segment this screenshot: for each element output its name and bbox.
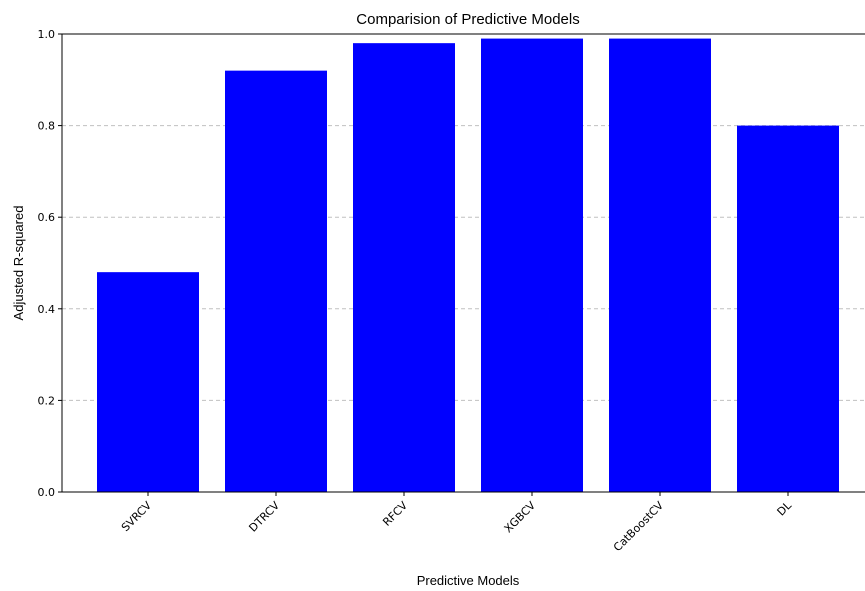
x-tick-label-svrcv: SVRCV [119, 499, 155, 535]
bar-rfcv [353, 43, 455, 492]
bars [97, 38, 839, 493]
y-tick-label-0: 0.0 [38, 486, 56, 499]
x-tick-label-rfcv: RFCV [380, 499, 410, 529]
x-tick-label-dl: DL [775, 498, 795, 518]
bar-dtrcv [225, 70, 327, 492]
bar-xgbcv [481, 38, 583, 493]
bar-svrcv [97, 272, 199, 492]
chart-title: Comparision of Predictive Models [356, 11, 579, 28]
x-axis-label: Predictive Models [417, 573, 520, 588]
y-tick-label-5: 1.0 [38, 28, 56, 41]
y-tick-label-3: 0.6 [38, 211, 56, 224]
x-tick-label-catboostcv: CatBoostCV [611, 499, 666, 554]
y-tick-label-2: 0.4 [38, 303, 56, 316]
x-tick-label-xgbcv: XGBCV [502, 499, 539, 536]
y-axis-label: Adjusted R-squared [11, 206, 26, 321]
axes [61, 33, 865, 493]
y-ticks: 0.0 0.2 0.4 0.6 0.8 1.0 [38, 28, 62, 499]
y-tick-label-1: 0.2 [38, 394, 56, 407]
y-tick-label-4: 0.8 [38, 120, 56, 133]
bar-catboostcv [609, 38, 711, 493]
bar-dl [737, 125, 839, 492]
x-tick-label-dtrcv: DTRCV [246, 499, 282, 535]
x-ticks: SVRCV DTRCV RFCV XGBCV CatBoostCV DL [119, 492, 795, 554]
